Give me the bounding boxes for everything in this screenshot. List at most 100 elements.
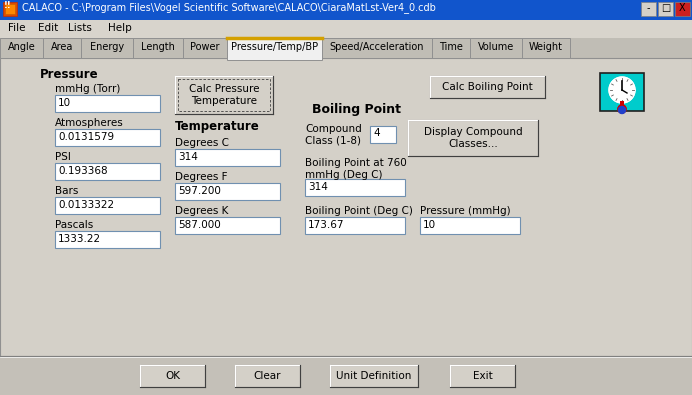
Text: CALACO - C:\Program Files\Vogel Scientific Software\CALACO\CiaraMatLst-Ver4_0.cd: CALACO - C:\Program Files\Vogel Scientif… — [22, 2, 436, 13]
Bar — [227, 38, 322, 60]
Circle shape — [618, 105, 626, 113]
Text: 10: 10 — [58, 98, 71, 107]
Bar — [451, 366, 516, 388]
Text: Time: Time — [439, 42, 463, 52]
Text: Volume: Volume — [478, 42, 514, 52]
Text: Length: Length — [141, 42, 175, 52]
Bar — [0, 38, 43, 58]
Text: Angle: Angle — [8, 42, 35, 52]
Bar — [178, 79, 270, 111]
Bar — [331, 366, 419, 388]
Text: Degrees K: Degrees K — [175, 206, 228, 216]
Bar — [0, 38, 692, 60]
Bar — [5, 4, 15, 14]
Bar — [133, 38, 183, 58]
Text: Bars: Bars — [55, 186, 78, 196]
Text: Energy: Energy — [90, 42, 124, 52]
Text: Weight: Weight — [529, 42, 563, 52]
Text: File: File — [8, 23, 26, 33]
Polygon shape — [609, 77, 635, 103]
Bar — [322, 38, 432, 58]
Text: Display Compound
Classes...: Display Compound Classes... — [424, 127, 522, 149]
Bar — [450, 365, 515, 387]
Text: -: - — [647, 3, 650, 13]
Bar — [408, 120, 538, 156]
Bar — [3, 2, 17, 16]
Bar — [236, 366, 301, 388]
Bar — [175, 183, 280, 200]
Bar — [641, 2, 656, 16]
Bar — [409, 121, 539, 157]
Text: Unit Definition: Unit Definition — [336, 371, 412, 381]
Text: Power: Power — [190, 42, 220, 52]
Text: Pressure (mmHg): Pressure (mmHg) — [420, 206, 511, 216]
Bar — [431, 77, 546, 99]
Bar — [183, 38, 227, 58]
Text: X: X — [679, 3, 686, 13]
Text: Exit: Exit — [473, 371, 493, 381]
Text: PSI: PSI — [55, 152, 71, 162]
Bar — [305, 217, 405, 234]
Text: □: □ — [661, 3, 670, 13]
Bar — [330, 365, 418, 387]
Bar — [175, 76, 273, 114]
Text: Calc Pressure
Temperature: Calc Pressure Temperature — [189, 84, 260, 106]
Text: 10: 10 — [423, 220, 436, 229]
Bar — [235, 365, 300, 387]
Bar — [658, 2, 673, 16]
Bar — [43, 38, 81, 58]
Text: 314: 314 — [308, 181, 328, 192]
Text: mmHg (Torr): mmHg (Torr) — [55, 84, 120, 94]
Text: Clear: Clear — [254, 371, 281, 381]
Text: 0.0133322: 0.0133322 — [58, 199, 114, 209]
Bar — [600, 73, 644, 111]
Text: 0.0131579: 0.0131579 — [58, 132, 114, 141]
Bar — [0, 0, 692, 20]
Text: 173.67: 173.67 — [308, 220, 345, 229]
Text: Temperature: Temperature — [175, 120, 260, 133]
Bar — [620, 101, 624, 107]
Bar — [0, 58, 692, 356]
Bar — [430, 76, 545, 98]
Bar — [55, 197, 160, 214]
Bar — [175, 149, 280, 166]
Circle shape — [618, 105, 626, 113]
Bar — [470, 38, 522, 58]
Bar — [522, 38, 570, 58]
Text: Lists: Lists — [68, 23, 92, 33]
Text: Edit: Edit — [38, 23, 58, 33]
Text: Area: Area — [51, 42, 73, 52]
Text: Pascals: Pascals — [55, 220, 93, 230]
Text: 314: 314 — [178, 152, 198, 162]
Bar — [141, 366, 206, 388]
Bar — [55, 129, 160, 146]
Text: Calc Boiling Point: Calc Boiling Point — [442, 82, 533, 92]
Circle shape — [619, 107, 626, 113]
Text: Help: Help — [108, 23, 131, 33]
Bar — [81, 38, 133, 58]
Text: OK: OK — [165, 371, 180, 381]
Text: 0.193368: 0.193368 — [58, 166, 108, 175]
Bar — [420, 217, 520, 234]
Bar — [55, 231, 160, 248]
Text: 4: 4 — [373, 128, 380, 139]
Bar — [140, 365, 205, 387]
Text: Pressure/Temp/BP: Pressure/Temp/BP — [231, 42, 318, 52]
Bar — [0, 356, 692, 395]
Bar — [305, 179, 405, 196]
Bar — [432, 38, 470, 58]
Text: Atmospheres: Atmospheres — [55, 118, 124, 128]
Text: Pressure: Pressure — [40, 68, 99, 81]
Bar — [55, 163, 160, 180]
Text: !!: !! — [4, 1, 12, 10]
Text: Degrees C: Degrees C — [175, 138, 229, 148]
Text: Boiling Point at 760
mmHg (Deg C): Boiling Point at 760 mmHg (Deg C) — [305, 158, 407, 180]
Text: 587.000: 587.000 — [178, 220, 221, 229]
Bar — [0, 20, 692, 38]
Text: 597.200: 597.200 — [178, 186, 221, 196]
Text: Speed/Acceleration: Speed/Acceleration — [330, 42, 424, 52]
Text: Degrees F: Degrees F — [175, 172, 228, 182]
Bar — [55, 95, 160, 112]
Text: Boiling Point (Deg C): Boiling Point (Deg C) — [305, 206, 413, 216]
Text: 1333.22: 1333.22 — [58, 233, 101, 243]
